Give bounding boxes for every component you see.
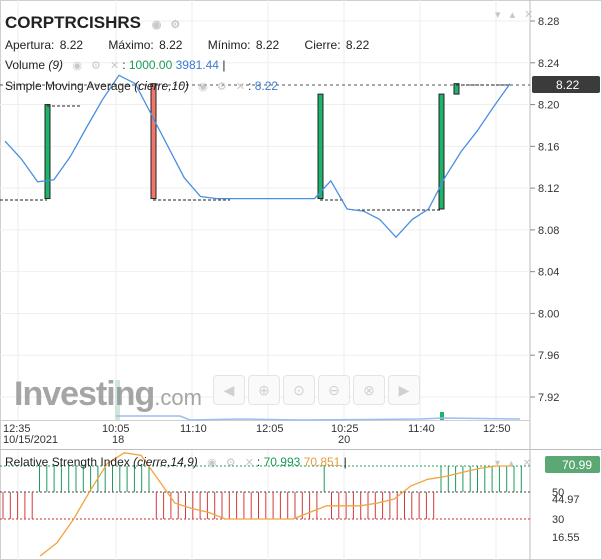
candle bbox=[317, 93, 324, 200]
scroll-left-icon[interactable]: ◀ bbox=[213, 375, 245, 405]
x-tick-label: 11:10 bbox=[180, 423, 207, 435]
x-date-label: 20 bbox=[338, 434, 350, 446]
rsi-y-tick-label: 30 bbox=[552, 514, 564, 526]
y-tick-label: 8.24 bbox=[538, 58, 559, 70]
rsi-y-tick-label: 44.97 bbox=[552, 494, 580, 506]
x-tick-label: 12:50 bbox=[483, 423, 511, 435]
rsi-icons[interactable]: ◉ ⚙ ✕ bbox=[207, 457, 257, 469]
sma-params: (cierre,10) bbox=[134, 79, 189, 93]
volume-name: Volume bbox=[5, 58, 46, 72]
zoom-reset-icon[interactable]: ⊙ bbox=[283, 375, 315, 405]
x-tick-label: 10:05 bbox=[102, 423, 130, 435]
y-tick-label: 8.04 bbox=[538, 267, 559, 279]
volume-value-2: 3981.44 bbox=[175, 58, 219, 72]
logo-suffix: .com bbox=[154, 385, 202, 410]
open-value: 8.22 bbox=[59, 38, 84, 52]
y-tick-label: 8.00 bbox=[538, 308, 559, 320]
y-tick-label: 8.28 bbox=[538, 16, 559, 28]
last-price-badge bbox=[532, 76, 600, 93]
rsi-legend: Relative Strength Index (cierre,14,9) ◉ … bbox=[5, 455, 347, 469]
volume-params: (9) bbox=[48, 58, 64, 72]
x-tick-label: 12:35 bbox=[3, 423, 31, 435]
close-value: 8.22 bbox=[345, 38, 370, 52]
rsi-last-badge bbox=[545, 456, 600, 473]
high-value: 8.22 bbox=[159, 38, 183, 52]
volume-legend: Volume (9) ◉ ⚙ ✕: 1000.00 3981.44 | bbox=[5, 58, 226, 72]
chart-nav-toolbar: ◀ ⊕ ⊙ ⊖ ⊗ ▶ bbox=[213, 375, 423, 405]
y-tick-label: 7.96 bbox=[538, 350, 559, 362]
rsi-last-label: 70.99 bbox=[562, 458, 592, 472]
x-tick-label: 10:25 bbox=[331, 423, 359, 435]
sma-line bbox=[4, 74, 511, 239]
volume-value-1: 1000.00 bbox=[128, 58, 173, 72]
open-label: Apertura: bbox=[5, 38, 55, 52]
sma-name: Simple Moving Average bbox=[5, 79, 131, 93]
close-label: Cierre: bbox=[304, 38, 341, 52]
y-tick-label: 8.12 bbox=[538, 183, 559, 195]
x-tick-label: 11:40 bbox=[408, 423, 435, 435]
low-value: 8.22 bbox=[255, 38, 280, 52]
y-tick-label: 8.20 bbox=[538, 100, 559, 112]
logo-text: Investing bbox=[14, 375, 155, 413]
rsi-name: Relative Strength Index bbox=[5, 455, 130, 469]
rsi-value-1: 70.993 bbox=[263, 455, 301, 469]
zoom-in-icon[interactable]: ⊕ bbox=[248, 375, 280, 405]
y-tick-label: 7.92 bbox=[538, 392, 559, 404]
x-tick-label: 12:05 bbox=[256, 423, 284, 435]
rsi-y-tick-label: 16.55 bbox=[552, 532, 580, 544]
candle bbox=[150, 83, 157, 200]
high-label: Máximo: bbox=[108, 38, 154, 52]
low-label: Mínimo: bbox=[207, 38, 251, 52]
panel-controls-icons[interactable]: ▾ ▴ ✕ bbox=[495, 9, 537, 21]
rsi-params: (cierre,14,9) bbox=[133, 455, 198, 469]
x-date-label: 18 bbox=[112, 434, 124, 446]
ohlc-legend: Apertura: 8.22 Máximo: 8.22 Mínimo: 8.22… bbox=[5, 38, 391, 52]
ticker-name: CORPTRCISHRS bbox=[5, 13, 142, 32]
zoom-out-icon[interactable]: ⊖ bbox=[318, 375, 350, 405]
candle bbox=[453, 83, 460, 95]
volume-bar bbox=[440, 412, 444, 420]
x-date-label: 10/15/2021 bbox=[3, 434, 58, 446]
last-price-label: 8.22 bbox=[556, 78, 580, 92]
scroll-right-icon[interactable]: ▶ bbox=[388, 375, 420, 405]
rsi-value-2: 70.851 bbox=[303, 455, 341, 469]
investing-logo: Investing.com bbox=[14, 375, 202, 414]
chart-ticker: CORPTRCISHRS ◉ ⚙ bbox=[5, 13, 183, 33]
sma-legend: Simple Moving Average (cierre,10) ◉ ⚙ ✕:… bbox=[5, 79, 279, 93]
y-tick-label: 8.16 bbox=[538, 141, 559, 153]
volume-icons[interactable]: ◉ ⚙ ✕ bbox=[72, 60, 123, 72]
fit-icon[interactable]: ⊗ bbox=[353, 375, 385, 405]
sma-value: 8.22 bbox=[254, 79, 279, 93]
sma-icons[interactable]: ◉ ⚙ ✕ bbox=[198, 81, 249, 93]
rsi-panel-controls-icons[interactable]: ▾ ▴ ✕ bbox=[495, 458, 534, 469]
candle bbox=[44, 104, 51, 200]
candle bbox=[438, 93, 445, 210]
rsi-line bbox=[39, 452, 512, 557]
volume-bar bbox=[115, 380, 120, 420]
ticker-icons[interactable]: ◉ ⚙ bbox=[151, 19, 184, 31]
rsi-y-tick-label: 50 bbox=[552, 487, 564, 499]
volume-ma-line bbox=[116, 415, 521, 421]
y-tick-label: 8.08 bbox=[538, 225, 559, 237]
